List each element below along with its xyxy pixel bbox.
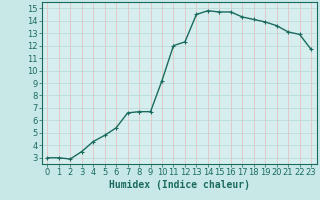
X-axis label: Humidex (Indice chaleur): Humidex (Indice chaleur) — [109, 180, 250, 190]
